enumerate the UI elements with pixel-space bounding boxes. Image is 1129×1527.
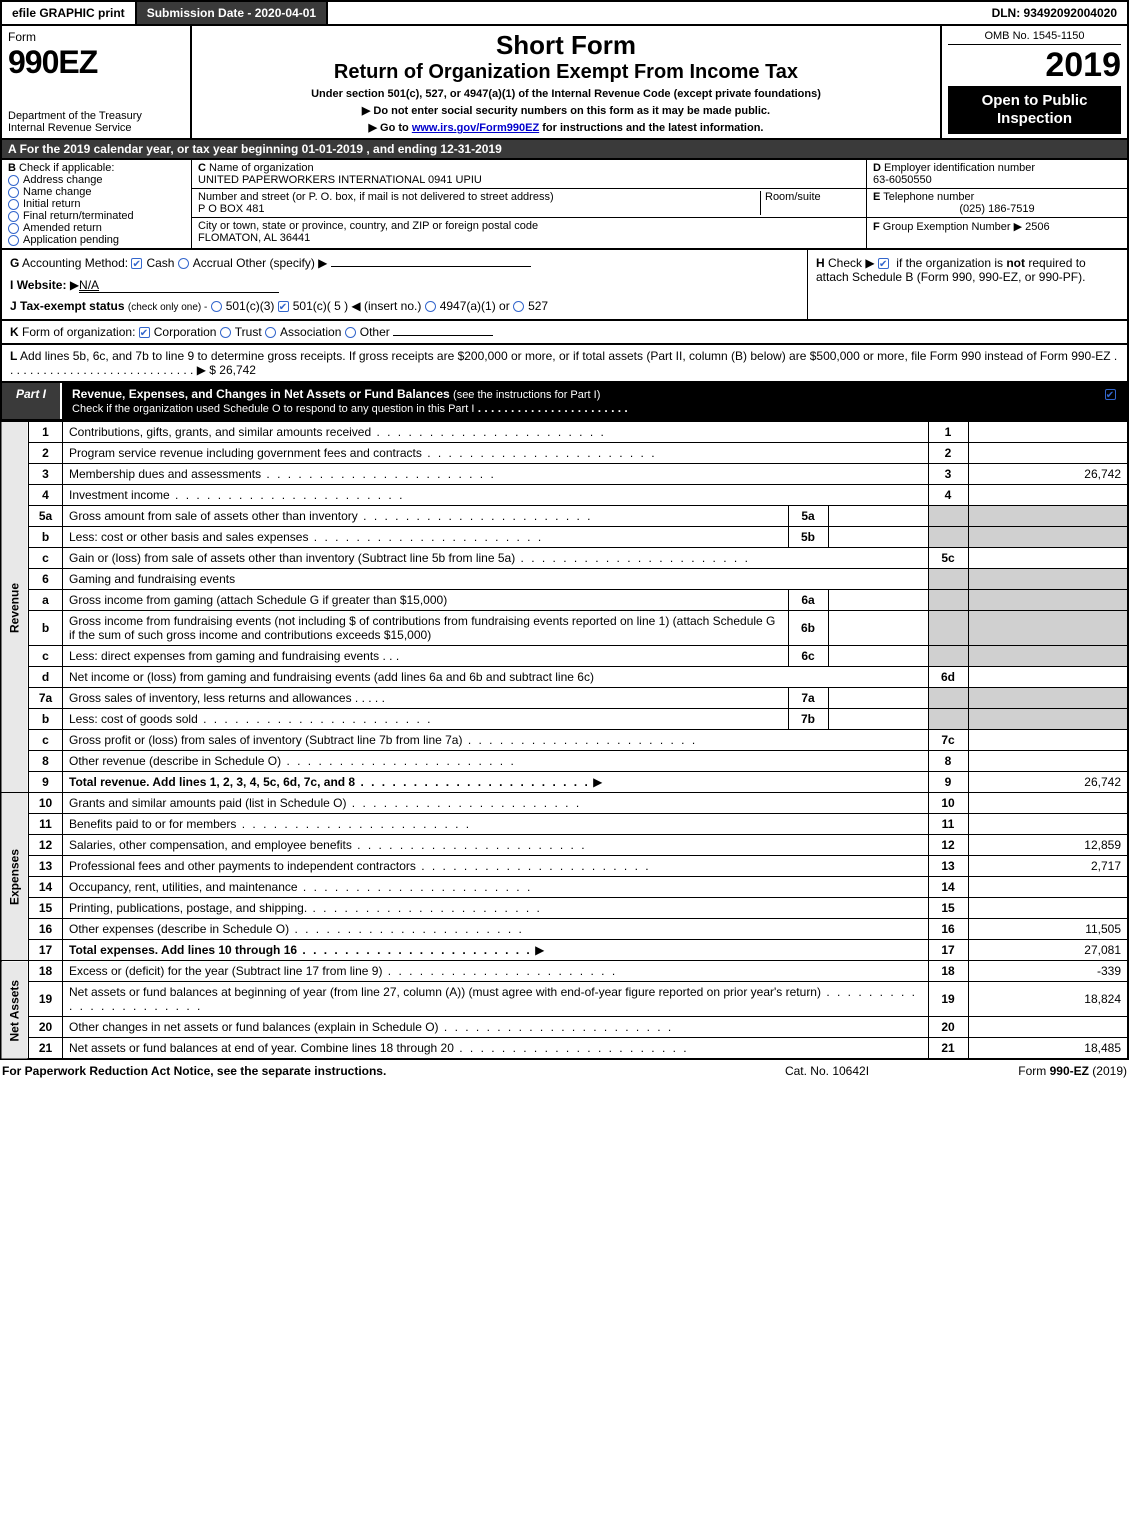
section-def: D Employer identification number 63-6050… xyxy=(867,160,1127,248)
phone: (025) 186-7519 xyxy=(873,203,1121,215)
chk-cash[interactable] xyxy=(131,258,142,269)
paperwork-notice: For Paperwork Reduction Act Notice, see … xyxy=(2,1064,727,1078)
val-7a xyxy=(828,688,928,709)
amt-21: 18,485 xyxy=(968,1038,1128,1060)
cat-no: Cat. No. 10642I xyxy=(727,1064,927,1078)
group-exemption: 2506 xyxy=(1025,221,1049,233)
chk-application-pending[interactable] xyxy=(8,235,19,246)
chk-final-return[interactable] xyxy=(8,211,19,222)
amt-9: 26,742 xyxy=(968,772,1128,793)
amt-11 xyxy=(968,814,1128,835)
form-ref: Form 990-EZ (2019) xyxy=(927,1064,1127,1078)
tax-year: 2019 xyxy=(948,46,1121,85)
amt-5c xyxy=(968,548,1128,569)
omb-number: OMB No. 1545-1150 xyxy=(948,30,1121,45)
room-suite: Room/suite xyxy=(760,191,860,215)
line-l: L Add lines 5b, 6c, and 7b to line 9 to … xyxy=(0,345,1129,383)
subtitle: Under section 501(c), 527, or 4947(a)(1)… xyxy=(200,88,932,100)
header-right: OMB No. 1545-1150 2019 Open to Public In… xyxy=(942,26,1127,138)
chk-association[interactable] xyxy=(265,327,276,338)
chk-address-change[interactable] xyxy=(8,175,19,186)
submission-date: Submission Date - 2020-04-01 xyxy=(137,2,328,24)
goto-line: Go to www.irs.gov/Form990EZ for instruct… xyxy=(200,121,932,134)
form-header: Form 990EZ Department of the Treasury In… xyxy=(0,26,1129,140)
chk-trust[interactable] xyxy=(220,327,231,338)
form-number: 990EZ xyxy=(8,44,184,81)
netassets-label: Net Assets xyxy=(1,961,29,1060)
amt-13: 2,717 xyxy=(968,856,1128,877)
header-center: Short Form Return of Organization Exempt… xyxy=(192,26,942,138)
other-specify-input[interactable] xyxy=(331,266,531,267)
top-bar: efile GRAPHIC print Submission Date - 20… xyxy=(0,0,1129,26)
val-5b xyxy=(828,527,928,548)
lines-table: Revenue 1 Contributions, gifts, grants, … xyxy=(0,421,1129,1060)
amt-16: 11,505 xyxy=(968,919,1128,940)
val-6c xyxy=(828,646,928,667)
val-7b xyxy=(828,709,928,730)
city-state-zip: FLOMATON, AL 36441 xyxy=(198,232,310,244)
revenue-label: Revenue xyxy=(1,422,29,793)
expenses-label: Expenses xyxy=(1,793,29,961)
section-c: C Name of organization UNITED PAPERWORKE… xyxy=(192,160,867,248)
amt-14 xyxy=(968,877,1128,898)
street: P O BOX 481 xyxy=(198,203,264,215)
val-6b xyxy=(828,611,928,646)
open-to-public: Open to Public Inspection xyxy=(948,86,1121,134)
val-6a xyxy=(828,590,928,611)
main-title: Return of Organization Exempt From Incom… xyxy=(200,61,932,84)
amt-3: 26,742 xyxy=(968,464,1128,485)
ssn-warning: Do not enter social security numbers on … xyxy=(200,104,932,117)
chk-name-change[interactable] xyxy=(8,187,19,198)
page-footer: For Paperwork Reduction Act Notice, see … xyxy=(0,1060,1129,1082)
amt-7c xyxy=(968,730,1128,751)
entity-block: B Check if applicable: Address change Na… xyxy=(0,160,1129,250)
line-a: A For the 2019 calendar year, or tax yea… xyxy=(0,140,1129,160)
amt-15 xyxy=(968,898,1128,919)
org-name: UNITED PAPERWORKERS INTERNATIONAL 0941 U… xyxy=(198,174,482,186)
chk-initial-return[interactable] xyxy=(8,199,19,210)
gross-receipts: $ 26,742 xyxy=(209,363,256,377)
chk-501c3[interactable] xyxy=(211,301,222,312)
short-form-title: Short Form xyxy=(200,30,932,61)
amt-18: -339 xyxy=(968,961,1128,982)
amt-17: 27,081 xyxy=(968,940,1128,961)
chk-4947[interactable] xyxy=(425,301,436,312)
chk-accrual[interactable] xyxy=(178,258,189,269)
ghij-block: G Accounting Method: Cash Accrual Other … xyxy=(0,250,1129,321)
header-left: Form 990EZ Department of the Treasury In… xyxy=(2,26,192,138)
chk-other-org[interactable] xyxy=(345,327,356,338)
amt-6d xyxy=(968,667,1128,688)
chk-schedule-o[interactable] xyxy=(1105,389,1116,400)
chk-amended-return[interactable] xyxy=(8,223,19,234)
part1-tab: Part I xyxy=(2,383,62,419)
amt-19: 18,824 xyxy=(968,982,1128,1017)
amt-1 xyxy=(968,422,1128,443)
department: Department of the Treasury Internal Reve… xyxy=(8,110,184,134)
part1-header: Part I Revenue, Expenses, and Changes in… xyxy=(0,383,1129,421)
efile-print-button[interactable]: efile GRAPHIC print xyxy=(2,2,137,24)
dln-label: DLN: 93492092004020 xyxy=(982,2,1127,24)
amt-2 xyxy=(968,443,1128,464)
chk-schedule-b[interactable] xyxy=(878,258,889,269)
website-field[interactable]: N/A xyxy=(79,278,279,293)
section-b: B Check if applicable: Address change Na… xyxy=(2,160,192,248)
ein: 63-6050550 xyxy=(873,174,932,186)
chk-527[interactable] xyxy=(513,301,524,312)
amt-12: 12,859 xyxy=(968,835,1128,856)
amt-10 xyxy=(968,793,1128,814)
amt-4 xyxy=(968,485,1128,506)
line-k: K Form of organization: Corporation Trus… xyxy=(0,321,1129,345)
amt-20 xyxy=(968,1017,1128,1038)
val-5a xyxy=(828,506,928,527)
section-h: H Check ▶ if the organization is not req… xyxy=(807,250,1127,319)
amt-8 xyxy=(968,751,1128,772)
chk-501c[interactable] xyxy=(278,301,289,312)
chk-corporation[interactable] xyxy=(139,327,150,338)
irs-link[interactable]: www.irs.gov/Form990EZ xyxy=(412,122,539,134)
form-word: Form xyxy=(8,30,184,44)
